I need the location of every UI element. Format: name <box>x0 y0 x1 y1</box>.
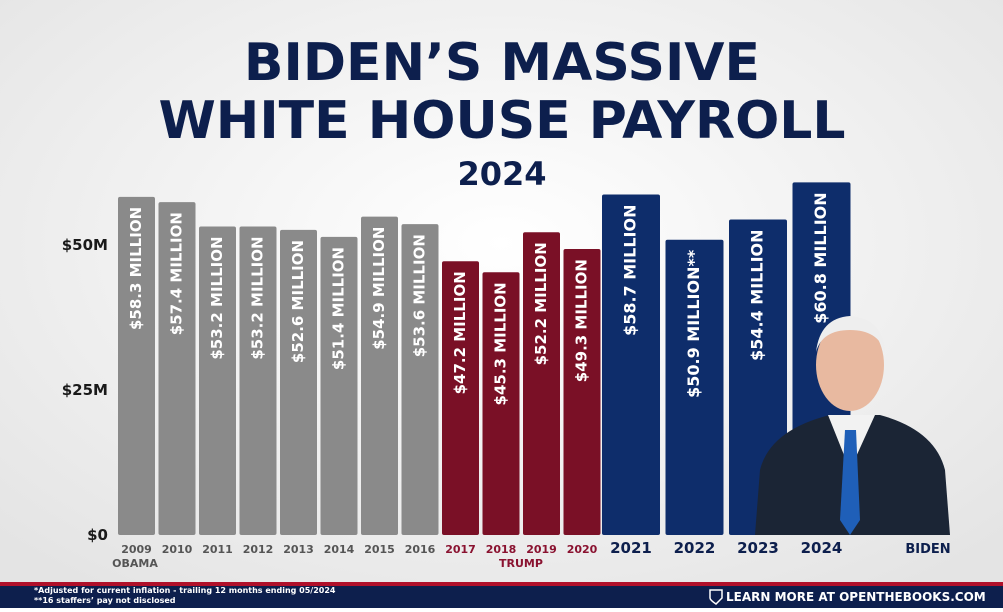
bar <box>118 196 155 536</box>
value-label: $54.4 MILLION <box>748 229 767 360</box>
value-label: $49.3 MILLION <box>573 259 591 382</box>
value-label: $53.2 MILLION <box>208 236 226 359</box>
value-label: $52.2 MILLION <box>532 242 550 365</box>
x-tick-label: 2009 <box>121 543 152 556</box>
bar <box>158 202 196 535</box>
bar <box>401 224 439 535</box>
footnote: **16 staffers’ pay not disclosed <box>34 596 176 605</box>
y-tick-label: $50M <box>62 236 108 254</box>
x-tick-label: 2012 <box>243 543 274 556</box>
x-tick-label: 2010 <box>162 543 193 556</box>
link[interactable]: LEARN MORE AT OPENTHEBOOKS.COM <box>726 590 986 604</box>
value-label: $57.4 MILLION <box>168 212 186 335</box>
bar <box>199 226 236 535</box>
x-tick-label: 2015 <box>364 543 395 556</box>
value-label: $51.4 MILLION <box>330 247 348 370</box>
value-label: $53.6 MILLION <box>411 234 429 357</box>
chart-title: BIDEN’S MASSIVE <box>244 33 760 93</box>
value-label: $54.9 MILLION <box>370 227 388 350</box>
group-label: BIDEN <box>905 542 950 557</box>
chart-subtitle: 2024 <box>457 155 546 193</box>
x-tick-label: 2019 <box>526 543 557 556</box>
x-tick-label: 2011 <box>202 543 233 556</box>
value-label: $52.6 MILLION <box>289 240 307 363</box>
x-tick-label: 2020 <box>567 543 598 556</box>
bar <box>361 216 398 535</box>
x-tick-label: 2017 <box>445 543 476 556</box>
value-label: $45.3 MILLION <box>492 282 510 405</box>
bar <box>665 239 724 535</box>
footnote: *Adjusted for current inflation - traili… <box>34 586 336 595</box>
y-tick-label: $0 <box>87 526 108 544</box>
x-tick-label: 2013 <box>283 543 314 556</box>
value-label: $58.3 MILLION <box>127 207 145 330</box>
bar <box>523 232 560 536</box>
value-label: $58.7 MILLION <box>621 205 640 336</box>
group-label: TRUMP <box>499 557 543 570</box>
value-label: $50.9 MILLION** <box>684 249 703 398</box>
bar <box>239 226 277 535</box>
value-label: $53.2 MILLION <box>249 236 267 359</box>
x-tick-label: 2014 <box>324 543 355 556</box>
value-label: $47.2 MILLION <box>451 271 469 394</box>
bar <box>442 261 479 535</box>
value-label: $60.8 MILLION <box>811 192 830 323</box>
footer-stripe <box>0 582 1003 586</box>
x-tick-label: 2023 <box>737 539 779 557</box>
y-tick-label: $25M <box>62 381 108 399</box>
footer <box>0 586 1003 608</box>
shield-icon <box>709 589 723 605</box>
chart-title-line2: WHITE HOUSE PAYROLL <box>158 91 845 151</box>
portrait <box>755 316 950 535</box>
x-tick-label: 2016 <box>405 543 436 556</box>
bar <box>602 194 660 536</box>
x-tick-label: 2024 <box>801 539 843 557</box>
x-tick-label: 2022 <box>674 539 716 557</box>
group-label: OBAMA <box>112 557 158 570</box>
bar <box>320 236 358 535</box>
x-tick-label: 2018 <box>486 543 517 556</box>
bar <box>482 272 520 535</box>
bar <box>563 249 601 535</box>
bar <box>280 229 317 536</box>
x-tick-label: 2021 <box>610 539 652 557</box>
